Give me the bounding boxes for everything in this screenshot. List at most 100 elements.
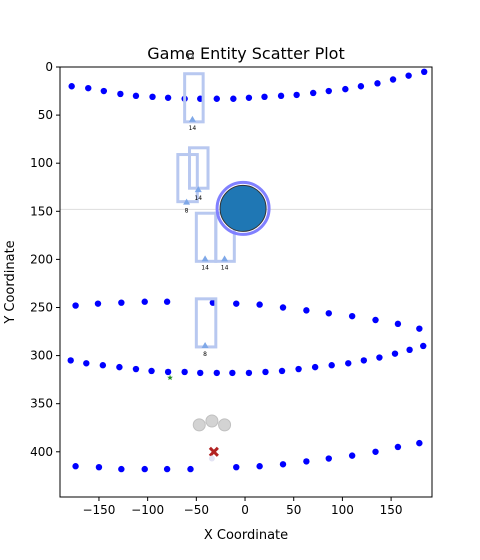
data-point [164,94,172,101]
data-point [309,89,317,97]
x-axis: −150 −100 −50 0 50 100 150 [82,497,403,517]
entity-marker [183,198,191,205]
data-point [141,465,148,473]
cloud-marker [192,418,206,432]
chart-title: Game Entity Scatter Plot [147,44,344,63]
data-point [83,360,90,367]
data-point [376,354,383,361]
data-point [245,94,253,101]
x-tick-label: 50 [286,503,301,517]
data-point [293,91,300,99]
y-tick-label: 50 [38,108,53,122]
data-point [256,463,263,470]
entity-marker [221,255,229,262]
y-tick-label: 200 [30,252,53,266]
data-point [68,83,75,90]
y-axis-label: Y Coordinate [3,240,18,324]
data-point [233,463,240,471]
data-point [416,325,423,332]
data-point [100,87,108,95]
data-point [141,298,148,305]
data-point [213,369,220,377]
data-point [303,307,310,314]
data-point [405,72,412,79]
pickup-marker [167,374,173,381]
data-point [67,357,74,364]
y-tick-label: 400 [30,445,53,459]
data-point [233,300,240,307]
data-point [181,368,188,376]
annotation-label: 14 [187,54,195,61]
y-tick-label: 350 [30,397,53,411]
data-point [72,302,79,309]
data-point [148,367,155,375]
data-point [245,369,253,377]
data-point [187,465,194,473]
data-point [372,448,379,455]
data-point [406,346,413,354]
data-point [132,92,140,100]
entity-marker [201,341,209,348]
entity-marker-label: 14 [201,264,209,271]
data-point [213,95,220,102]
x-tick-label: −100 [131,503,164,517]
data-point [99,362,107,369]
data-point [374,80,381,87]
plot-area: 14 14 8 14 14 8 14 [60,54,432,473]
data-point [163,298,171,305]
data-point [345,360,352,367]
data-point [72,463,79,470]
data-point [94,300,102,307]
data-point [262,368,269,376]
player-ring [215,180,271,236]
data-point [256,301,263,308]
enemy-stroke [208,446,219,457]
data-point [164,368,172,376]
data-point [325,87,332,95]
data-point [360,357,368,364]
entity-box [194,211,218,263]
data-point [342,85,349,93]
data-point [132,365,140,373]
data-point [416,439,423,447]
x-axis-label: X Coordinate [204,528,288,543]
entity-marker-label: 8 [185,208,189,215]
data-point [348,312,356,320]
data-point [394,443,402,451]
x-tick-label: −150 [82,503,115,517]
data-point [394,320,402,328]
y-tick-label: 250 [30,300,53,314]
data-point [421,68,428,76]
data-point [163,465,171,473]
data-point [279,461,287,468]
data-point [325,310,332,317]
ghost-marker [208,455,215,462]
entity-marker [201,255,209,262]
player-marker [219,184,267,232]
data-point [295,365,302,373]
x-tick-label: −50 [184,503,209,517]
data-point [279,304,287,311]
cloud-marker [218,418,232,432]
entity-marker-label: 14 [221,264,229,271]
data-point [261,93,268,101]
data-point [420,342,427,350]
x-tick-label: 0 [241,503,249,517]
entity-marker-label: 8 [203,351,207,358]
cloud-marker [205,414,219,428]
entity-box [194,297,218,349]
data-point [95,463,103,471]
entity-marker [188,115,196,122]
data-point [325,455,332,462]
enemy-marker [208,446,219,457]
plot-frame [59,66,433,498]
data-point [372,316,379,324]
data-point [277,92,285,100]
data-point [118,299,125,306]
x-tick-label: 100 [331,503,354,517]
data-point [116,363,123,371]
data-point [85,84,92,92]
data-point [391,350,399,357]
y-axis: 0 50 100 150 200 250 300 350 400 [30,60,60,459]
